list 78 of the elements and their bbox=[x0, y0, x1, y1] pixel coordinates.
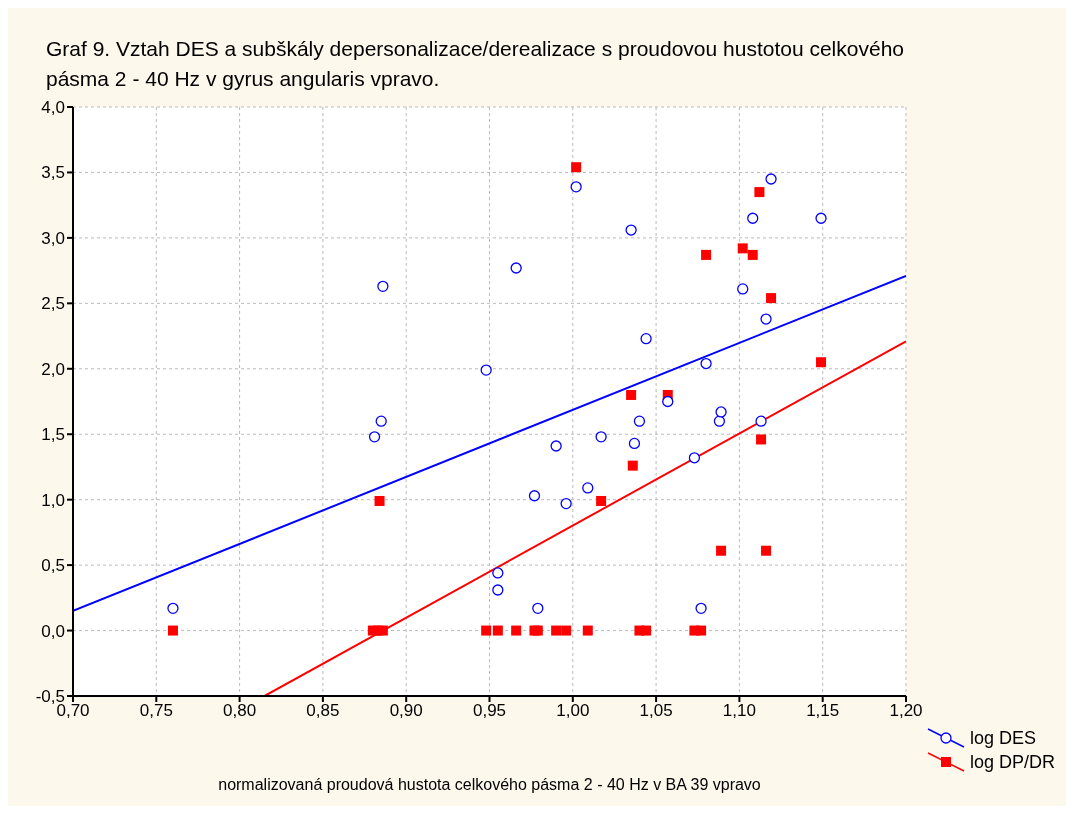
y-tick-label: 0,0 bbox=[41, 621, 65, 641]
point bbox=[560, 497, 572, 510]
point bbox=[561, 625, 572, 636]
point bbox=[571, 162, 582, 173]
point bbox=[480, 364, 492, 376]
y-tick-label: 0,5 bbox=[41, 556, 65, 576]
point bbox=[737, 243, 748, 254]
point bbox=[754, 187, 765, 198]
x-tick-label: 0,95 bbox=[472, 701, 507, 721]
x-tick-label: 1,05 bbox=[639, 701, 673, 721]
x-tick-label: 1,15 bbox=[806, 701, 840, 721]
point bbox=[374, 495, 385, 506]
y-tick-label: 4,0 bbox=[41, 98, 65, 118]
point bbox=[766, 293, 777, 304]
chart-title: Graf 9. Vztah DES a subškály depersonalizace/derealizace s proudovou hustotou celkového pásma 2 - 40 Hz v gyrus angularis vpravo. bbox=[46, 36, 905, 92]
y-tick-label: 2,5 bbox=[41, 294, 65, 314]
legend-label: log DP/DR bbox=[970, 751, 1056, 773]
y-tick-label: 1,0 bbox=[41, 490, 65, 510]
legend-label: log DES bbox=[970, 727, 1037, 749]
point bbox=[532, 602, 544, 614]
point bbox=[368, 431, 381, 443]
x-tick-label: 1,20 bbox=[889, 701, 923, 721]
point bbox=[375, 415, 387, 427]
point bbox=[551, 625, 562, 636]
point bbox=[700, 357, 712, 370]
point bbox=[167, 625, 178, 636]
point bbox=[625, 224, 637, 236]
point bbox=[701, 249, 712, 260]
point bbox=[695, 602, 707, 614]
point bbox=[492, 584, 504, 596]
y-tick-label: 3,5 bbox=[41, 163, 65, 183]
point bbox=[582, 482, 594, 494]
point bbox=[582, 625, 593, 636]
x-tick-label: 0,80 bbox=[223, 701, 257, 721]
point bbox=[377, 625, 388, 636]
x-tick-label: 0,85 bbox=[306, 701, 340, 721]
point bbox=[633, 415, 646, 427]
x-tick-label: 1,00 bbox=[556, 701, 590, 721]
point bbox=[816, 357, 827, 368]
point bbox=[713, 415, 726, 427]
y-tick-label: 3,0 bbox=[41, 228, 65, 248]
point bbox=[550, 440, 562, 452]
point bbox=[626, 389, 637, 400]
point bbox=[760, 313, 772, 325]
point bbox=[765, 173, 777, 185]
point bbox=[492, 625, 503, 636]
point bbox=[628, 437, 641, 450]
point bbox=[596, 495, 607, 506]
point bbox=[696, 625, 707, 636]
point bbox=[481, 625, 492, 636]
point bbox=[662, 395, 674, 408]
point bbox=[528, 490, 541, 502]
x-tick-label: 0,75 bbox=[139, 701, 173, 721]
point bbox=[167, 602, 179, 614]
point bbox=[492, 567, 504, 579]
point bbox=[716, 545, 727, 556]
point bbox=[511, 625, 522, 636]
x-tick-label: 1,10 bbox=[722, 701, 756, 721]
x-tick-label: 0,90 bbox=[389, 701, 423, 721]
point bbox=[815, 212, 827, 224]
point bbox=[755, 415, 767, 427]
point bbox=[640, 333, 652, 345]
point bbox=[756, 434, 767, 445]
y-tick-label: 2,0 bbox=[41, 359, 65, 379]
y-tick-label: 1,5 bbox=[41, 425, 65, 445]
point bbox=[761, 545, 772, 556]
point bbox=[747, 249, 758, 260]
point bbox=[641, 625, 652, 636]
point bbox=[570, 181, 582, 193]
point bbox=[377, 280, 389, 292]
point bbox=[715, 406, 727, 418]
point bbox=[510, 262, 522, 274]
x-axis-title: normalizovaná proudová hustota celkového pásma 2 - 40 Hz v BA 39 vpravo bbox=[217, 776, 762, 794]
point bbox=[627, 460, 638, 471]
point bbox=[688, 452, 701, 464]
point bbox=[595, 431, 607, 443]
point bbox=[747, 212, 759, 224]
point bbox=[737, 283, 749, 295]
